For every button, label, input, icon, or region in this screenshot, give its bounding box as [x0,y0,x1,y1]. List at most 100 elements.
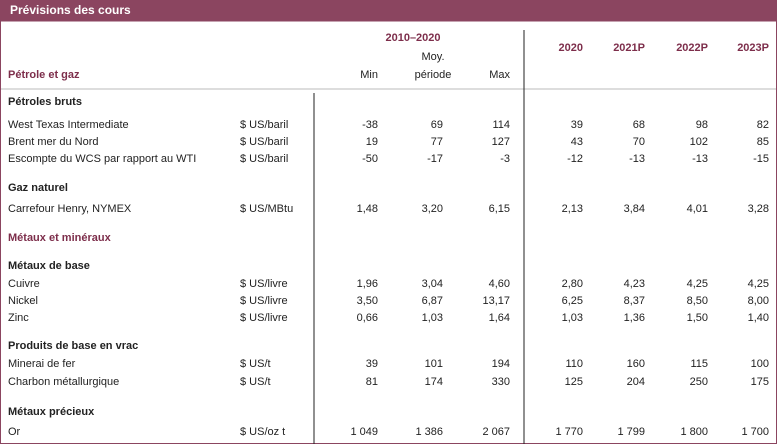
year-head: 2022P [676,42,708,54]
cell: 330 [492,376,510,388]
cell: -17 [427,153,443,165]
cell: 70 [633,136,645,148]
cell: 3,04 [422,278,443,290]
row-unit: $ US/baril [240,153,288,165]
cell: 85 [757,136,769,148]
cell: 68 [633,119,645,131]
cell: 250 [690,376,708,388]
year-head: 2021P [613,42,645,54]
cell: 194 [492,358,510,370]
cell: 101 [425,358,443,370]
cell: 4,01 [687,203,708,215]
cell: 3,20 [422,203,443,215]
cell: 1 799 [617,426,645,438]
row-unit: $ US/t [240,376,271,388]
cell: 8,50 [687,295,708,307]
cell: 81 [366,376,378,388]
cell: 8,00 [748,295,769,307]
cell: -3 [500,153,510,165]
cell: 1 800 [680,426,708,438]
cell: -13 [629,153,645,165]
cell: 6,15 [489,203,510,215]
cell: 1 386 [415,426,443,438]
cell: -50 [362,153,378,165]
cell: 3,28 [748,203,769,215]
row-unit: $ US/baril [240,136,288,148]
col-head: Max [489,69,510,81]
cell: 2 067 [482,426,510,438]
cell: 1,03 [562,312,583,324]
group-heading: Gaz naturel [8,182,68,194]
cell: 2,13 [562,203,583,215]
cell: 4,60 [489,278,510,290]
cell: 82 [757,119,769,131]
group-heading: Produits de base en vrac [8,340,138,352]
row-label: Or [8,426,21,438]
cell: 77 [431,136,443,148]
cell: -12 [567,153,583,165]
title-bar [0,0,777,21]
category-heading: Métaux et minéraux [8,232,112,244]
cell: 39 [571,119,583,131]
cell: 4,25 [748,278,769,290]
cell: 127 [492,136,510,148]
row-label: Cuivre [8,278,40,290]
cell: 69 [431,119,443,131]
cell: 1,40 [748,312,769,324]
col-head: Min [360,69,378,81]
row-label: Zinc [8,312,29,324]
row-unit: $ US/livre [240,295,288,307]
cell: 0,66 [357,312,378,324]
cell: 6,87 [422,295,443,307]
row-label: Nickel [8,295,38,307]
row-label: West Texas Intermediate [8,119,129,131]
row-unit: $ US/MBtu [240,203,293,215]
cell: 175 [751,376,769,388]
cell: 98 [696,119,708,131]
group-heading: Métaux précieux [8,406,95,418]
cell: 115 [690,358,708,370]
col-head: période [415,69,452,81]
cell: 8,37 [624,295,645,307]
row-label: Charbon métallurgique [8,376,119,388]
row-label: Brent mer du Nord [8,136,98,148]
row-unit: $ US/baril [240,119,288,131]
cell: 102 [690,136,708,148]
cell: 1 049 [350,426,378,438]
cell: 3,50 [357,295,378,307]
cell: 1,96 [357,278,378,290]
cell: 39 [366,358,378,370]
row-label: Carrefour Henry, NYMEX [8,203,132,215]
cell: 1,48 [357,203,378,215]
cell: 4,23 [624,278,645,290]
cell: 1,50 [687,312,708,324]
cell: 4,25 [687,278,708,290]
section-label: Pétrole et gaz [8,69,80,81]
cell: 1 700 [741,426,769,438]
row-unit: $ US/livre [240,312,288,324]
cell: 19 [366,136,378,148]
cell: 43 [571,136,583,148]
row-unit: $ US/livre [240,278,288,290]
col-head: Moy. [421,51,444,63]
cell: 125 [565,376,583,388]
cell: 160 [627,358,645,370]
group-heading: Pétroles bruts [8,96,82,108]
row-unit: $ US/oz t [240,426,285,438]
cell: 1,36 [624,312,645,324]
cell: -13 [692,153,708,165]
cell: 2,80 [562,278,583,290]
year-head: 2020 [559,42,583,54]
group-heading: Métaux de base [8,260,90,272]
cell: 1,03 [422,312,443,324]
row-label: Minerai de fer [8,358,76,370]
cell: 114 [492,119,510,131]
year-head: 2023P [737,42,769,54]
cell: 3,84 [624,203,645,215]
cell: 6,25 [562,295,583,307]
cell: 1,64 [489,312,510,324]
title: Prévisions des cours [10,3,131,17]
cell: 174 [425,376,443,388]
period: 2010–2020 [385,32,440,44]
cell: 100 [751,358,769,370]
